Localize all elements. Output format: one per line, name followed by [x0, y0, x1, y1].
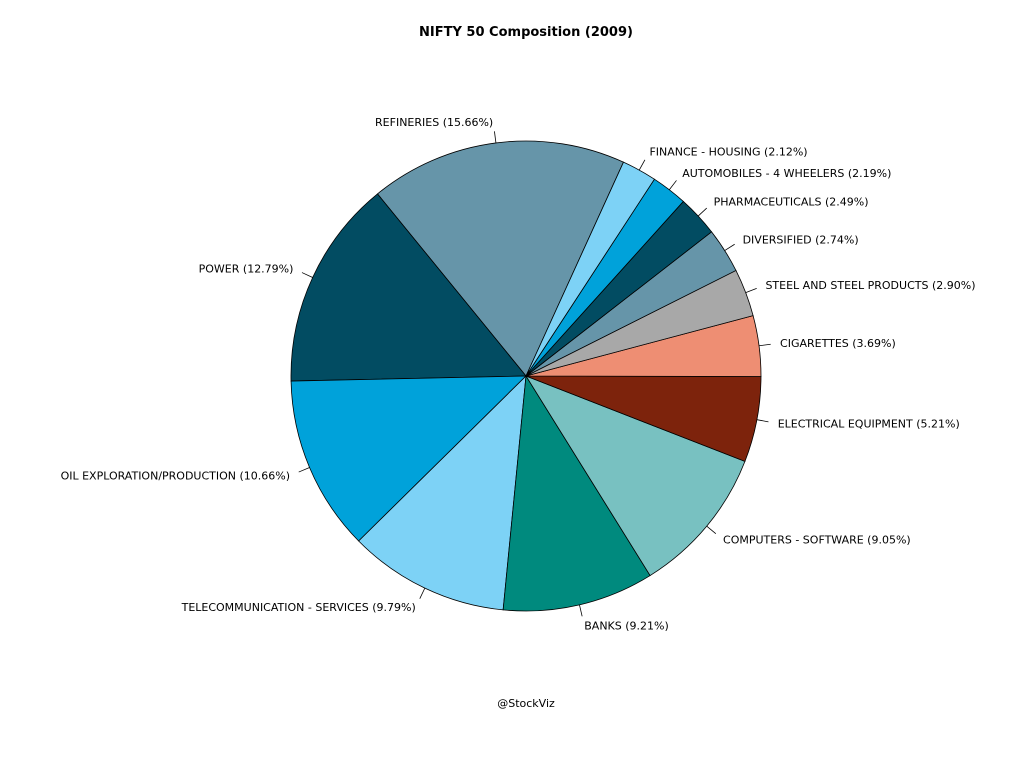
slice-label: COMPUTERS - SOFTWARE (9.05%)	[723, 534, 911, 547]
slice-label: AUTOMOBILES - 4 WHEELERS (2.19%)	[682, 167, 891, 180]
slice-label: ELECTRICAL EQUIPMENT (5.21%)	[778, 418, 960, 431]
chart-caption: @StockViz	[497, 697, 555, 710]
slice-label: POWER (12.79%)	[199, 263, 294, 276]
slice-label: FINANCE - HOUSING (2.12%)	[649, 146, 807, 159]
pie-slice	[502, 374, 651, 612]
label-tick	[579, 604, 583, 617]
label-tick	[298, 467, 310, 473]
label-ticks	[298, 131, 771, 617]
slice-label: TELECOMMUNICATION - SERVICES (9.79%)	[181, 601, 416, 614]
slice-label: OIL EXPLORATION/PRODUCTION (10.66%)	[61, 470, 290, 483]
slice-label: DIVERSIFIED (2.74%)	[743, 233, 859, 246]
label-tick	[419, 587, 426, 599]
label-tick	[301, 272, 313, 278]
slice-label: PHARMACEUTICALS (2.49%)	[714, 196, 869, 209]
label-tick	[745, 288, 757, 293]
label-tick	[756, 419, 769, 423]
label-tick	[697, 207, 708, 217]
label-tick	[494, 131, 497, 143]
slice-labels: REFINERIES (15.66%) POWER (12.79%) OIL EXP…	[61, 116, 976, 632]
label-tick	[724, 243, 735, 251]
pie-slices	[290, 140, 762, 612]
pie-slice	[376, 140, 624, 377]
slice-label: CIGARETTES (3.69%)	[780, 337, 896, 350]
label-tick	[668, 180, 677, 191]
label-tick	[638, 159, 646, 171]
label-tick	[706, 525, 717, 534]
label-tick	[758, 343, 771, 347]
pie-slice	[290, 193, 527, 382]
pie-slice	[358, 374, 527, 611]
slice-label: REFINERIES (15.66%)	[375, 116, 493, 129]
chart-title: NIFTY 50 Composition (2009)	[419, 25, 633, 40]
slice-label: STEEL AND STEEL PRODUCTS (2.90%)	[765, 279, 975, 292]
slice-label: BANKS (9.21%)	[584, 619, 669, 632]
